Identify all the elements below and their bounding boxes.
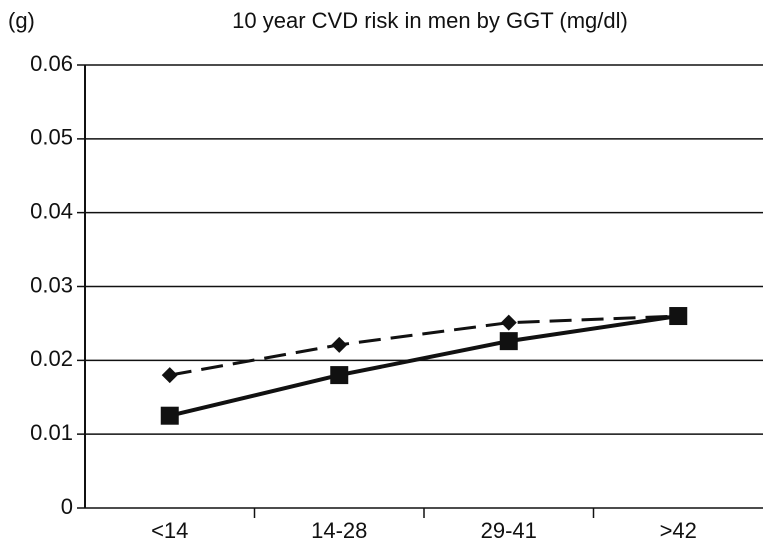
marker	[330, 366, 349, 385]
chart-title: 10 year CVD risk in men by GGT (mg/dl)	[232, 8, 628, 33]
y-tick-label: 0	[61, 494, 73, 519]
series-line	[169, 314, 679, 377]
marker	[331, 336, 348, 353]
y-tick-label: 0.03	[30, 272, 73, 297]
marker	[669, 307, 688, 326]
marker	[160, 406, 179, 425]
x-tick-label: >42	[660, 518, 697, 543]
panel-label: (g)	[8, 8, 35, 33]
x-tick-label: <14	[151, 518, 188, 543]
y-tick-label: 0.05	[30, 125, 73, 150]
series-line	[169, 314, 679, 418]
y-tick-label: 0.01	[30, 420, 73, 445]
x-tick-label: 29-41	[481, 518, 537, 543]
marker	[500, 314, 517, 331]
marker	[161, 367, 178, 384]
marker	[499, 332, 518, 351]
y-tick-label: 0.02	[30, 346, 73, 371]
y-tick-label: 0.06	[30, 51, 73, 76]
x-tick-label: 14-28	[311, 518, 367, 543]
y-tick-label: 0.04	[30, 198, 73, 223]
